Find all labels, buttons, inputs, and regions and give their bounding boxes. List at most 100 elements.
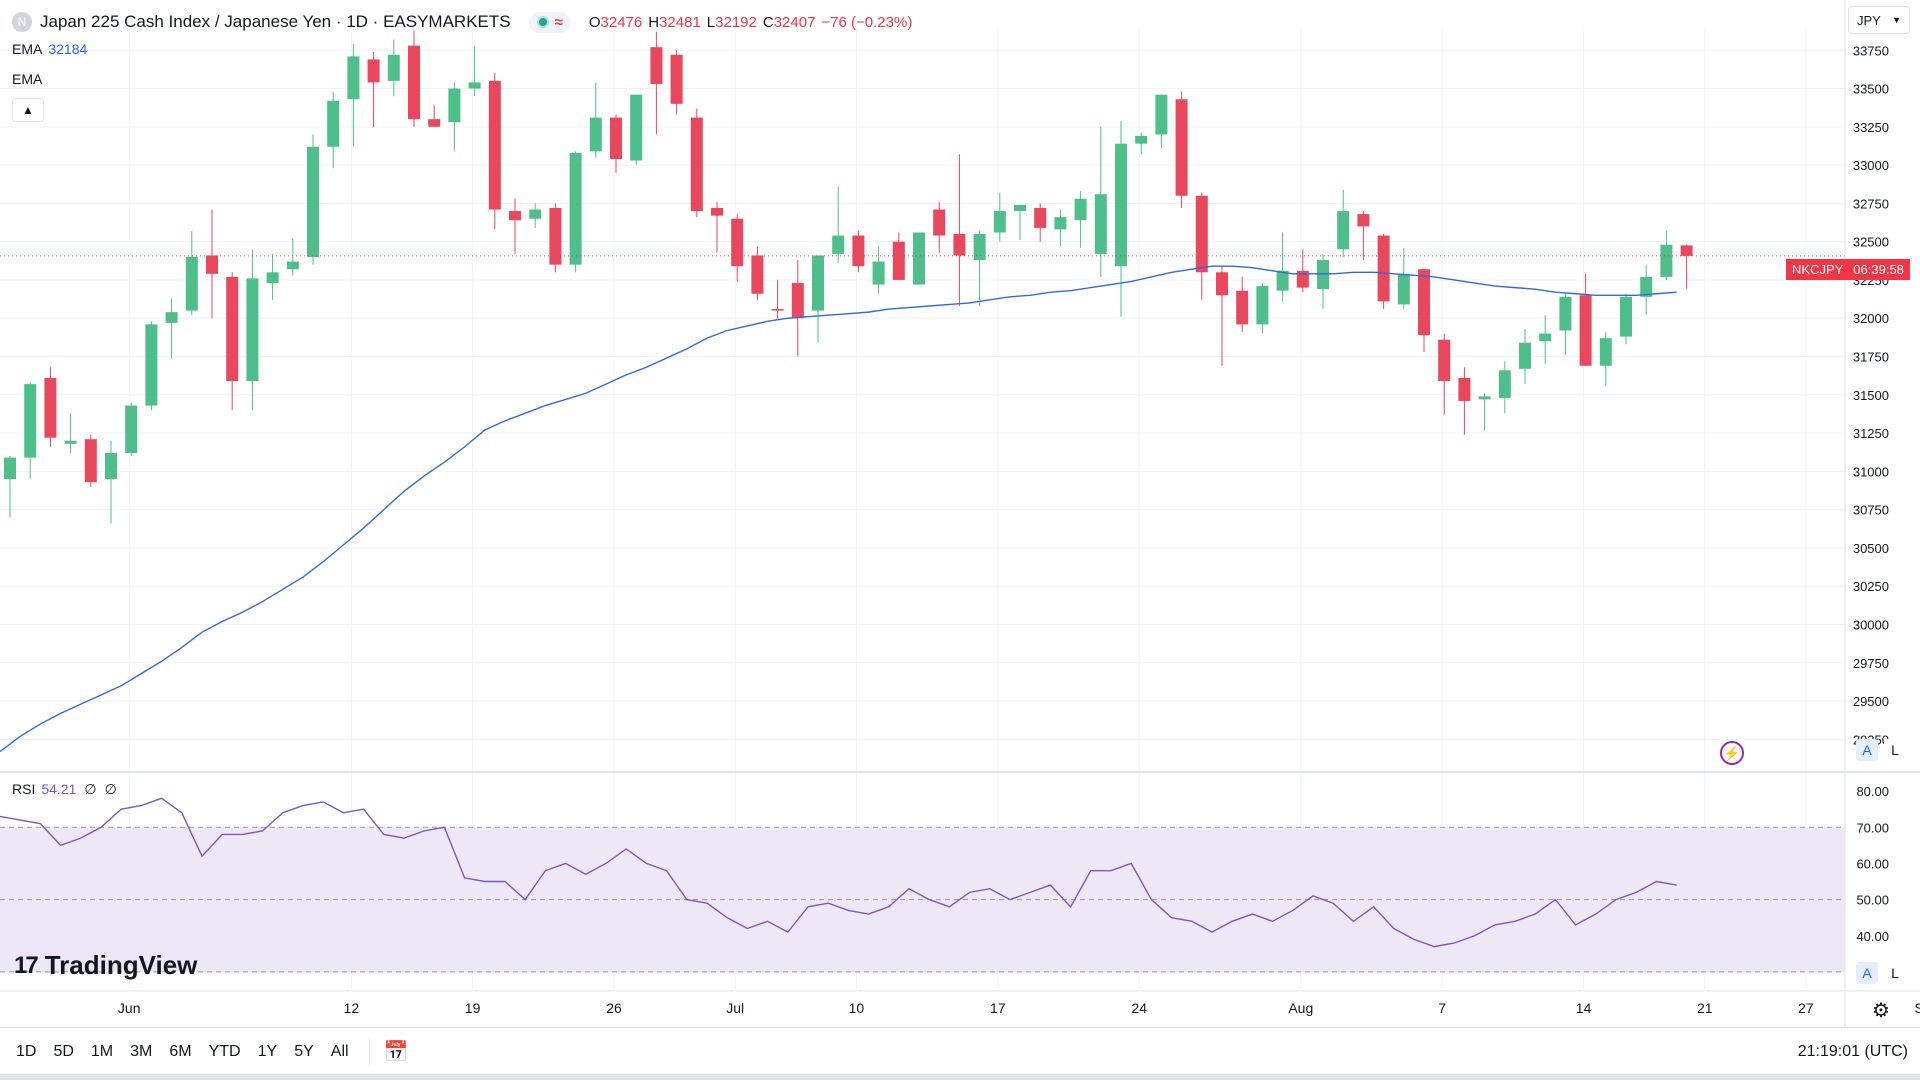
- rsi-param-1: ∅: [84, 781, 97, 797]
- range-5y-button[interactable]: 5Y: [294, 1042, 314, 1060]
- ema-legend-2[interactable]: EMA: [12, 71, 42, 87]
- chart-axes: Jun121926Jul101724Aug7142127Sep292502950…: [0, 0, 1920, 1027]
- lightning-icon[interactable]: ⚡: [1720, 741, 1744, 765]
- candle-body: [1418, 269, 1430, 336]
- candle-body: [913, 232, 925, 285]
- candle-body: [670, 54, 683, 104]
- candle-body: [549, 207, 562, 265]
- candle-body: [226, 276, 239, 382]
- candle-body: [1175, 99, 1188, 196]
- candle-body: [105, 453, 117, 480]
- range-1y-button[interactable]: 1Y: [257, 1042, 278, 1060]
- range-1m-button[interactable]: 1M: [90, 1042, 114, 1060]
- calendar-goto-icon[interactable]: 📅: [383, 1041, 409, 1063]
- range-3m-button[interactable]: 3M: [130, 1042, 153, 1060]
- candle-body: [690, 117, 703, 212]
- candle-body: [1054, 217, 1067, 230]
- y-tick-label: 33000: [1853, 158, 1889, 173]
- candle-body: [589, 117, 602, 152]
- candle-body: [1195, 195, 1208, 273]
- candle-body: [1115, 143, 1127, 267]
- close-label: C: [762, 13, 774, 31]
- last-price-tag: NKCJPY 06:39:58: [1786, 259, 1910, 280]
- range-5d-button[interactable]: 5D: [53, 1042, 74, 1060]
- symbol-badge[interactable]: N: [12, 12, 32, 32]
- y-tick-label: 31750: [1853, 350, 1889, 365]
- candle-body: [953, 234, 966, 256]
- candle-body: [1276, 270, 1289, 291]
- y-tick-label: 32750: [1853, 196, 1889, 211]
- bottom-toolbar: 1D 5D 1M 3M 6M YTD 1Y 5Y All 📅 21:19:01 …: [0, 1027, 1920, 1075]
- candle-body: [1317, 260, 1329, 290]
- candle-body: [327, 100, 340, 147]
- currency-label: JPY: [1857, 12, 1881, 28]
- candle-body: [367, 59, 380, 83]
- status-wave-icon: ≈: [554, 13, 563, 31]
- y-tick-label: 33500: [1853, 82, 1889, 97]
- range-6m-button[interactable]: 6M: [169, 1042, 192, 1060]
- market-open-icon: [536, 16, 549, 28]
- toolbar-divider: [368, 1038, 370, 1065]
- candle-body: [1135, 136, 1148, 144]
- high-value: 32481: [659, 13, 701, 31]
- candle-body: [1034, 207, 1047, 228]
- x-tick-label: 24: [1131, 1000, 1147, 1016]
- candle-body: [1236, 290, 1249, 325]
- y-tick-label: 31250: [1853, 426, 1889, 441]
- x-tick-label: 12: [344, 1000, 360, 1016]
- candle-body: [1498, 370, 1511, 398]
- rsi-auto-scale-button[interactable]: A: [1856, 962, 1878, 984]
- y-tick-label: 29500: [1853, 694, 1889, 709]
- candle-body: [1660, 244, 1673, 277]
- candle-body: [125, 405, 138, 454]
- candle-body: [64, 440, 77, 444]
- candle-body: [509, 211, 521, 221]
- candle-body: [1680, 245, 1693, 256]
- range-ytd-button[interactable]: YTD: [208, 1042, 241, 1060]
- x-tick-label: 17: [990, 1000, 1006, 1016]
- log-scale-button[interactable]: L: [1884, 739, 1906, 761]
- rsi-tick-label: 80.00: [1856, 784, 1889, 799]
- tradingview-mark-icon: 17: [14, 951, 39, 979]
- ema-label: EMA: [12, 71, 43, 87]
- market-status-pill[interactable]: ≈: [528, 11, 571, 33]
- candle-body: [771, 309, 784, 311]
- y-tick-label: 30500: [1853, 541, 1889, 556]
- candle-body: [1620, 296, 1632, 337]
- candle-body: [1074, 198, 1087, 221]
- y-tick-label: 29750: [1853, 656, 1889, 671]
- chart-grid: [0, 28, 1845, 990]
- rsi-log-scale-button[interactable]: L: [1884, 962, 1906, 984]
- candle-body: [1155, 94, 1168, 135]
- candle-body: [246, 278, 259, 382]
- candle-body: [1519, 342, 1531, 369]
- candle-body: [731, 218, 744, 267]
- ema-legend-1[interactable]: EMA 32184: [12, 41, 87, 57]
- candle-body: [1256, 286, 1269, 325]
- tradingview-logo[interactable]: 17 TradingView: [14, 950, 197, 981]
- chart-title[interactable]: Japan 225 Cash Index / Japanese Yen · 1D…: [40, 12, 511, 31]
- auto-scale-button[interactable]: A: [1856, 739, 1878, 761]
- candle-body: [650, 47, 663, 84]
- logo-text: TradingView: [44, 950, 198, 980]
- rsi-band: [0, 826, 1845, 973]
- price-tag-countdown: 06:39:58: [1853, 262, 1904, 277]
- candle-body: [1579, 295, 1592, 366]
- x-tick-label: Aug: [1288, 1000, 1313, 1016]
- collapse-indicators-button[interactable]: ▲: [12, 98, 44, 122]
- candle-body: [610, 117, 622, 159]
- close-value: 32407: [773, 13, 816, 31]
- range-1d-button[interactable]: 1D: [16, 1042, 37, 1060]
- chart-header: N Japan 225 Cash Index / Japanese Yen · …: [12, 9, 912, 35]
- y-tick-label: 30000: [1853, 618, 1889, 633]
- utc-clock[interactable]: 21:19:01 (UTC): [1797, 1042, 1908, 1060]
- currency-selector[interactable]: JPY ▼: [1848, 6, 1910, 34]
- rsi-legend[interactable]: RSI 54.21 ∅ ∅: [12, 781, 117, 798]
- gear-icon[interactable]: ⚙: [1872, 1000, 1890, 1022]
- x-tick-label: 26: [606, 1000, 622, 1016]
- candle-body: [468, 82, 481, 89]
- candle-body: [145, 324, 158, 406]
- range-all-button[interactable]: All: [330, 1042, 349, 1060]
- ema-value: 32184: [48, 41, 88, 57]
- candle-body: [993, 211, 1006, 233]
